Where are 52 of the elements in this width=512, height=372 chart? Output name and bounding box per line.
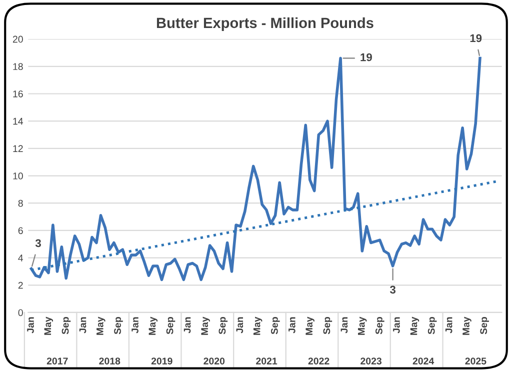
x-tick-label: Jan [393, 317, 400, 334]
text: 2018 [99, 358, 120, 364]
y-tick-label: 10 [13, 172, 23, 180]
annotation: 3 [390, 286, 396, 294]
x-tick-label: Jan [236, 317, 244, 334]
y-tick-label: 0 [18, 309, 23, 316]
text: 2023 [360, 358, 382, 365]
y-tick-label: 4 [18, 254, 24, 262]
x-tick-label: Sep [480, 317, 489, 334]
y-tick-label: 6 [18, 227, 23, 234]
x-tick-label: Jan [445, 317, 452, 334]
text: 2022 [308, 358, 330, 364]
x-tick-label: May [96, 316, 106, 335]
x-tick-label: Sep [114, 317, 123, 334]
x-tick-label: May [148, 316, 158, 335]
y-tick-label: 20 [12, 36, 23, 43]
x-tick-label: Sep [270, 317, 280, 334]
y-tick-label: 16 [13, 90, 23, 98]
x-tick-label: May [410, 316, 420, 335]
x-tick-label: Jan [27, 317, 34, 334]
x-tick-label: Jan [184, 317, 191, 334]
y-tick-label: 12 [13, 145, 23, 152]
x-tick-label: Jan [340, 317, 348, 334]
x-tick-label: Sep [166, 317, 176, 334]
annotation: 3 [35, 239, 41, 248]
x-tick-label: May [358, 316, 367, 335]
text: 2019 [151, 358, 172, 364]
text: 2021 [256, 358, 278, 364]
x-tick-label: Jan [288, 317, 296, 334]
text: 2017 [46, 358, 68, 364]
x-tick-label: Jan [132, 317, 138, 334]
x-tick-label: May [201, 316, 210, 335]
x-tick-label: May [253, 316, 262, 335]
x-tick-label: Sep [62, 317, 71, 334]
x-tick-label: Sep [218, 317, 228, 334]
text: 2020 [204, 358, 225, 364]
x-tick-label: May [462, 316, 472, 335]
x-tick-label: Sep [376, 317, 384, 334]
x-tick-label: May [306, 316, 314, 335]
text: 2025 [465, 358, 486, 364]
x-tick-label: Sep [323, 317, 332, 334]
x-tick-label: Jan [79, 317, 86, 334]
x-tick-label: Sep [428, 317, 437, 334]
chart-title: Butter Exports - Million Pounds [156, 17, 374, 31]
y-tick-label: 14 [13, 118, 24, 125]
x-tick-label: May [44, 316, 54, 335]
annotation: 19 [360, 53, 372, 62]
y-tick-label: 18 [13, 63, 23, 70]
text: 2024 [412, 358, 434, 364]
annotation: 19 [470, 34, 482, 42]
y-tick-label: 2 [18, 282, 23, 289]
y-tick-label: 8 [18, 200, 23, 207]
